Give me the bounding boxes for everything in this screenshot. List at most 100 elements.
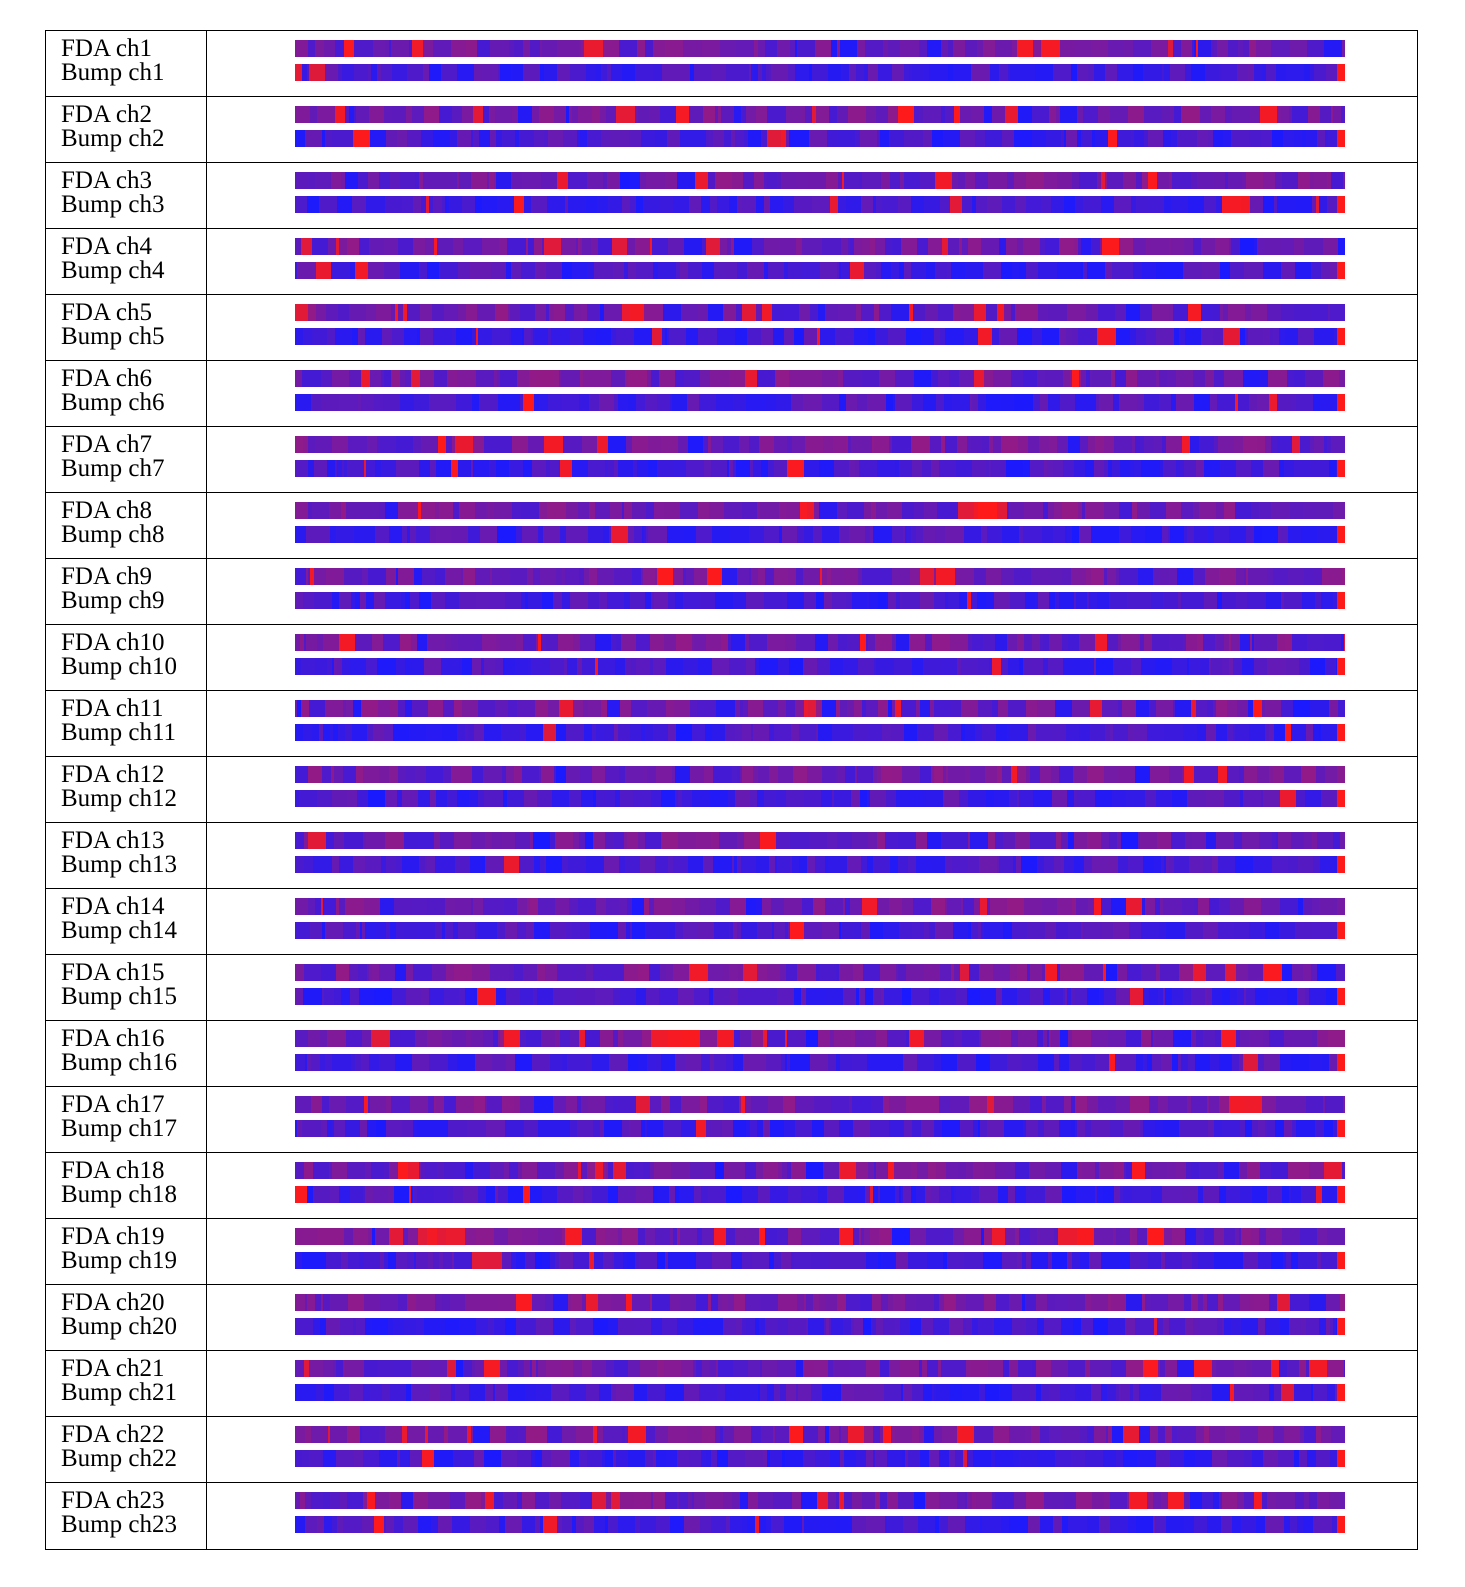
- heatmap-segment: [611, 1492, 621, 1509]
- heatmap-segment: [1169, 856, 1175, 873]
- heatmap-segment: [978, 658, 990, 675]
- heatmap-segment: [433, 40, 452, 57]
- heatmap-segment: [818, 724, 833, 741]
- heatmap-segment: [1268, 370, 1288, 387]
- heatmap-segment: [410, 1450, 423, 1467]
- heatmap-segment: [295, 766, 309, 783]
- heatmap-segment: [660, 196, 674, 213]
- heatmap-segment: [675, 790, 679, 807]
- heatmap-segment: [757, 964, 768, 981]
- heatmap-segment: [417, 1120, 431, 1137]
- heatmap-segment: [1176, 460, 1181, 477]
- heatmap-segment: [965, 724, 976, 741]
- heatmap-segment: [1326, 1294, 1341, 1311]
- heatmap-segment: [440, 832, 455, 849]
- heatmap-segment: [770, 1120, 785, 1137]
- heatmap-segment: [1209, 1096, 1220, 1113]
- heatmap-segment: [566, 526, 586, 543]
- heatmap-segment: [587, 1450, 603, 1467]
- heatmap-segment: [1273, 568, 1289, 585]
- heatmap-segment: [952, 370, 960, 387]
- heatmap-segment: [373, 40, 386, 57]
- heatmap-segment: [636, 394, 646, 411]
- heatmap-segment: [1148, 172, 1158, 189]
- heatmap-segment: [1105, 172, 1108, 189]
- heatmap-segment: [795, 1096, 815, 1113]
- heatmap-segment: [1123, 1450, 1138, 1467]
- heatmap-segment: [1165, 1360, 1178, 1377]
- heatmap-segment: [1081, 1318, 1094, 1335]
- heatmap-segment: [621, 634, 637, 651]
- heatmap-segment: [1060, 1384, 1076, 1401]
- heatmap-segment: [1314, 64, 1327, 81]
- heatmap-segment: [1080, 1426, 1088, 1443]
- heatmap-segment: [1030, 460, 1045, 477]
- heatmap-segment: [1186, 634, 1198, 651]
- heatmap-segment: [466, 1030, 472, 1047]
- heatmap-segment: [334, 988, 342, 1005]
- heatmap-segment: [1314, 568, 1323, 585]
- fda-label: FDA ch23: [61, 1487, 165, 1514]
- heatmap-segment: [1003, 832, 1016, 849]
- heatmap-segment: [295, 592, 304, 609]
- heatmap-segment: [1077, 1162, 1083, 1179]
- heatmap-segment: [1337, 922, 1345, 939]
- heatmap-segment: [1281, 592, 1285, 609]
- heatmap-segment: [299, 790, 318, 807]
- heatmap-segment: [831, 1318, 844, 1335]
- heatmap-segment: [1085, 1450, 1104, 1467]
- heatmap-segment: [1026, 262, 1039, 279]
- heatmap-segment: [723, 1096, 740, 1113]
- heatmap-segment: [726, 1054, 734, 1071]
- heatmap-segment: [332, 1516, 338, 1533]
- heatmap-segment: [582, 436, 598, 453]
- heatmap-segment: [850, 724, 854, 741]
- heatmap-segment: [905, 700, 917, 717]
- heatmap-segment: [573, 634, 581, 651]
- heatmap-segment: [704, 460, 712, 477]
- heatmap-segment: [1126, 304, 1141, 321]
- heatmap-segment: [1070, 370, 1073, 387]
- heatmap-segment: [391, 40, 410, 57]
- heatmap-segment: [611, 64, 623, 81]
- heatmap-segment: [437, 1162, 445, 1179]
- heatmap-segment: [797, 898, 803, 915]
- heatmap-segment: [1156, 964, 1161, 981]
- heatmap-segment: [376, 304, 392, 321]
- heatmap-segment: [742, 766, 754, 783]
- heatmap-segment: [584, 1516, 595, 1533]
- heatmap-segment: [606, 898, 620, 915]
- heatmap-segment: [1169, 568, 1178, 585]
- heatmap-segment: [467, 1120, 487, 1137]
- heatmap-segment: [1192, 832, 1207, 849]
- heatmap-segment: [535, 700, 549, 717]
- bump-label: Bump ch18: [61, 1181, 177, 1208]
- heatmap-segment: [1130, 988, 1144, 1005]
- heatmap-segment: [1040, 634, 1044, 651]
- heatmap-segment: [758, 766, 770, 783]
- heatmap-segment: [367, 1492, 376, 1509]
- heatmap-segment: [957, 1054, 977, 1071]
- heatmap-segment: [570, 1318, 577, 1335]
- heatmap-segment: [600, 304, 605, 321]
- heatmap-segment: [1033, 394, 1041, 411]
- heatmap-segment: [350, 1186, 364, 1203]
- heatmap-segment: [715, 1162, 725, 1179]
- heatmap-segment: [1041, 40, 1061, 57]
- heatmap-segment: [642, 526, 645, 543]
- heatmap-segment: [348, 436, 368, 453]
- heatmap-segment: [531, 196, 548, 213]
- heatmap-segment: [951, 262, 966, 279]
- heatmap-segment: [767, 106, 787, 123]
- heatmap-segment: [441, 64, 458, 81]
- heatmap-segment: [1225, 964, 1237, 981]
- heatmap-segment: [689, 106, 704, 123]
- heatmap-segment: [898, 856, 909, 873]
- heatmap-segment: [531, 328, 534, 345]
- heatmap-segment: [1140, 1252, 1149, 1269]
- heatmap-segment: [1291, 1054, 1310, 1071]
- heatmap-segment: [579, 832, 586, 849]
- heatmap-segment: [1319, 196, 1328, 213]
- fda-label: FDA ch4: [61, 233, 152, 260]
- heatmap-segment: [486, 1186, 496, 1203]
